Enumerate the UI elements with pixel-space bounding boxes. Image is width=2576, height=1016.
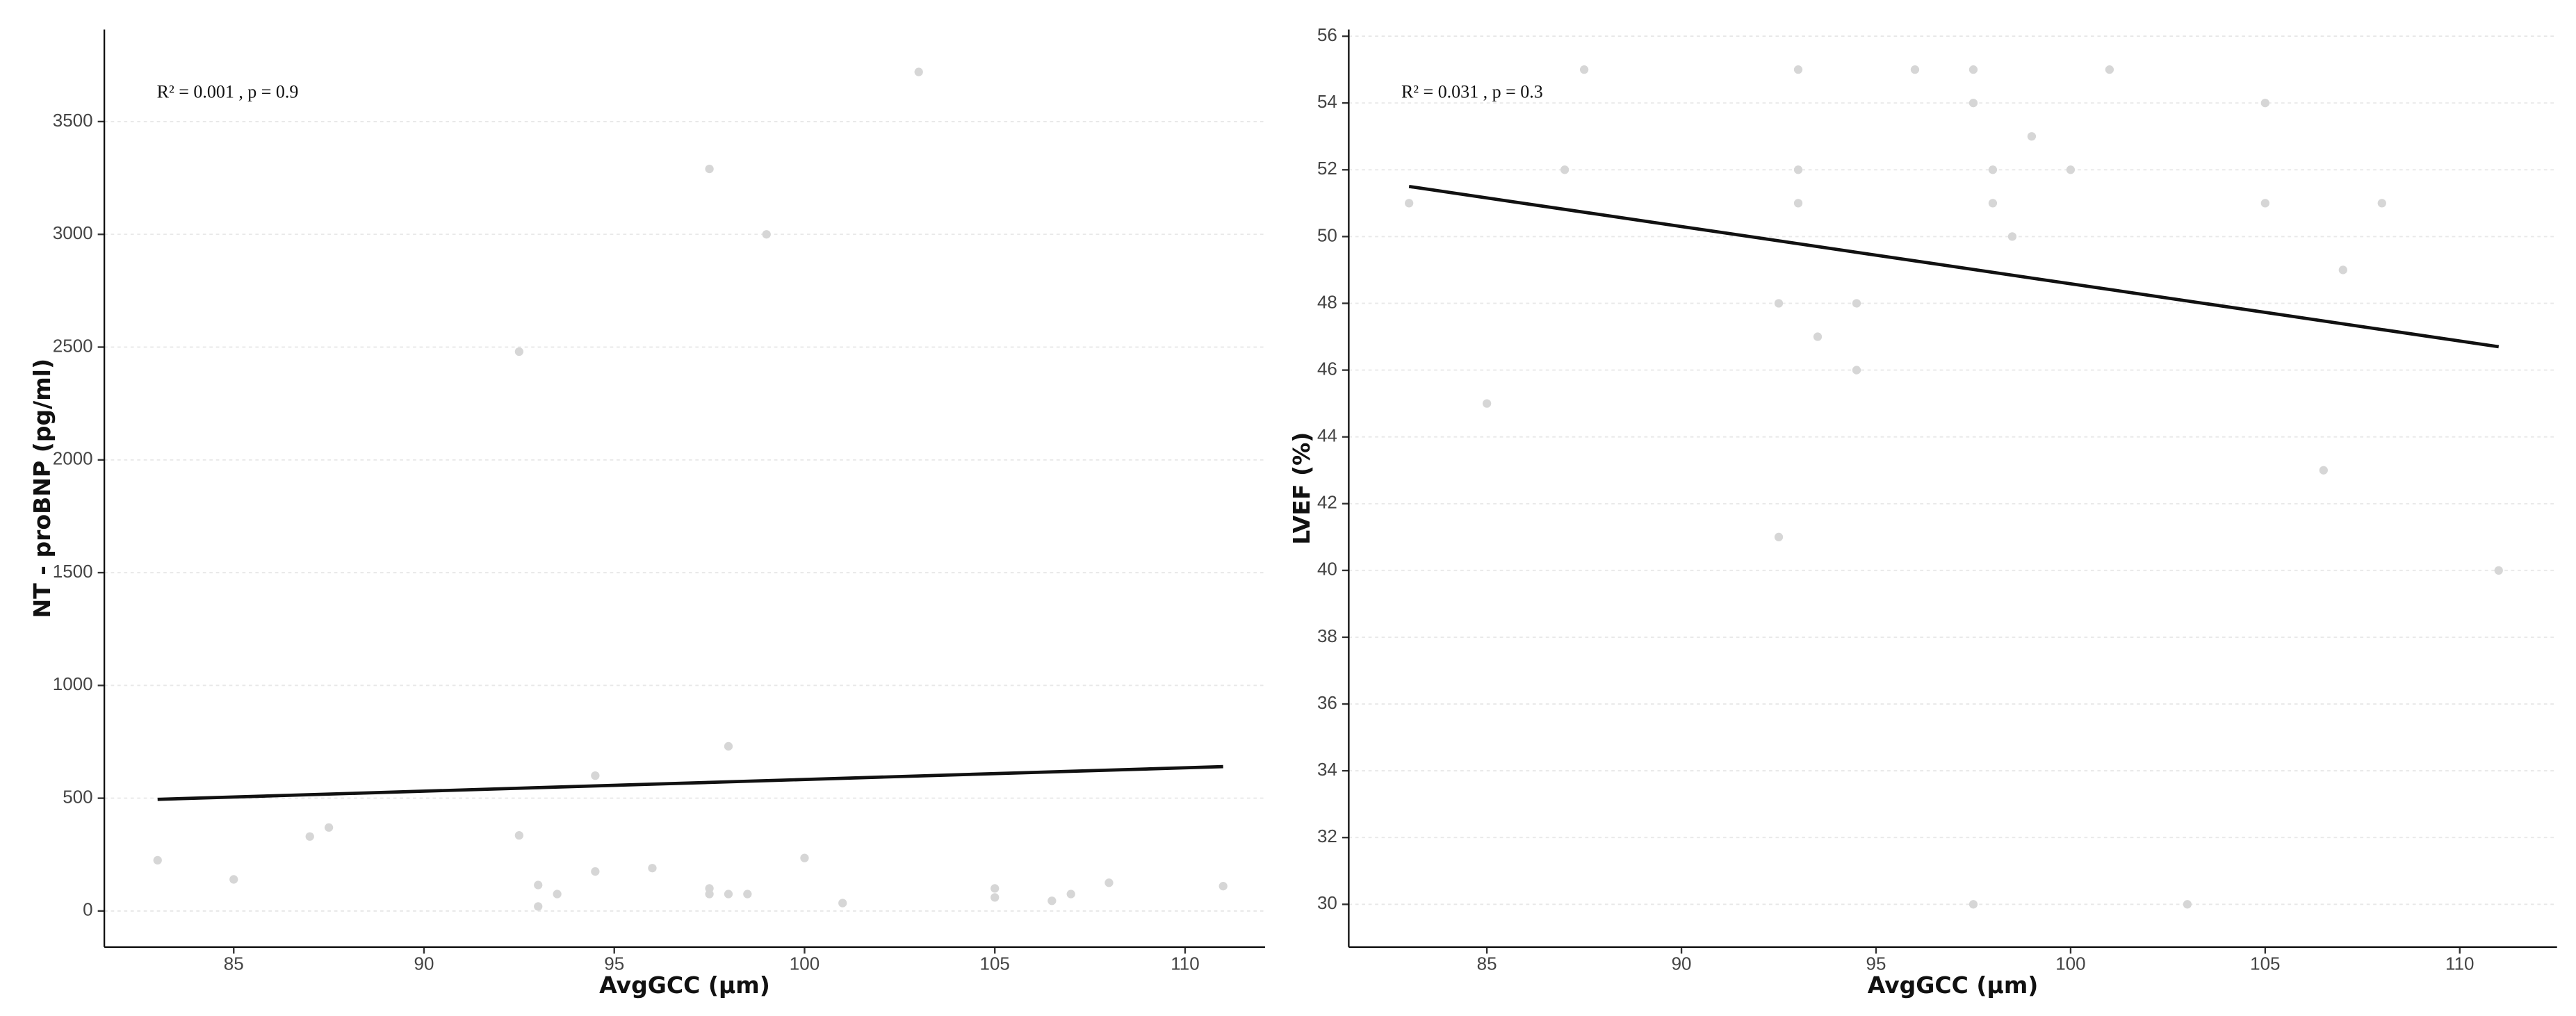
point	[1852, 299, 1861, 308]
y-axis-title: LVEF (%)	[1288, 432, 1315, 545]
point	[305, 832, 314, 841]
point	[534, 902, 543, 911]
y-tick-label: 52	[1317, 158, 1337, 179]
point	[1988, 199, 1998, 208]
point	[1910, 65, 1920, 74]
point	[2027, 132, 2037, 141]
point	[553, 890, 562, 899]
y-tick-label: 3500	[53, 110, 93, 131]
fit-line	[1408, 184, 2500, 349]
x-tick-label: 85	[224, 953, 244, 974]
point	[2494, 566, 2503, 575]
point	[1774, 299, 1784, 308]
point	[743, 890, 752, 899]
x-tick-label: 110	[1171, 953, 1199, 974]
point	[1579, 65, 1589, 74]
point	[2007, 232, 2017, 241]
x-tick-label: 110	[2445, 953, 2474, 974]
point	[724, 890, 733, 899]
point	[1774, 532, 1784, 541]
y-tick-label: 48	[1317, 291, 1337, 312]
point	[1104, 878, 1114, 887]
point	[1482, 399, 1492, 408]
point	[838, 899, 847, 908]
x-tick-label: 95	[1866, 953, 1886, 974]
x-axis-title: AvgGCC (μm)	[599, 972, 770, 999]
point	[2066, 165, 2076, 174]
point	[1560, 165, 1570, 174]
point	[324, 823, 334, 832]
point	[514, 347, 523, 357]
point	[591, 867, 600, 876]
x-tick-label: 100	[2055, 953, 2085, 974]
fit-line	[157, 764, 1223, 801]
y-tick-label: 44	[1317, 425, 1337, 446]
y-tick-label: 38	[1317, 625, 1337, 646]
point	[1793, 165, 1803, 174]
y-tick-label: 40	[1317, 559, 1337, 580]
point	[229, 875, 238, 884]
x-tick-label: 95	[604, 953, 624, 974]
x-tick-label: 85	[1477, 953, 1497, 974]
y-tick-label: 56	[1317, 24, 1337, 45]
point	[153, 855, 162, 865]
x-axis-title: AvgGCC (μm)	[1868, 972, 2039, 999]
point	[705, 164, 714, 174]
x-tick-label: 100	[790, 953, 820, 974]
point	[591, 771, 600, 780]
y-tick-label: 3000	[53, 222, 93, 243]
y-tick-label: 42	[1317, 492, 1337, 513]
x-tick-label: 105	[2250, 953, 2280, 974]
y-tick-label: 30	[1317, 892, 1337, 913]
point	[705, 890, 714, 899]
y-tick-label: 500	[63, 786, 92, 807]
y-axis-title: NT - proBNP (pg/ml)	[28, 359, 56, 618]
y-tick-label: 2000	[53, 448, 93, 469]
y-tick-label: 1500	[53, 561, 93, 582]
x-tick-label: 90	[414, 953, 434, 974]
point	[1988, 165, 1998, 174]
x-tick-label: 90	[1672, 953, 1692, 974]
point	[514, 831, 523, 840]
point	[1405, 199, 1414, 208]
point	[800, 853, 809, 862]
x-tick-label: 105	[980, 953, 1010, 974]
point	[1813, 332, 1823, 341]
y-tick-label: 1000	[53, 673, 93, 694]
y-tick-label: 50	[1317, 224, 1337, 245]
point	[2319, 466, 2328, 475]
y-tick-label: 0	[83, 899, 92, 920]
point	[1218, 882, 1228, 891]
point	[991, 884, 1000, 893]
y-tick-label: 34	[1317, 759, 1337, 780]
point	[1793, 65, 1803, 74]
annotation: R² = 0.031 , p = 0.3	[1401, 82, 1543, 102]
point	[648, 864, 657, 873]
point	[724, 741, 733, 751]
point	[2338, 265, 2347, 275]
point	[2260, 199, 2269, 208]
point	[914, 67, 923, 76]
point	[2105, 65, 2114, 74]
point	[1793, 199, 1803, 208]
point	[2183, 900, 2192, 909]
point	[1852, 366, 1861, 375]
point	[2377, 199, 2386, 208]
point	[1968, 65, 1978, 74]
point	[1047, 896, 1057, 906]
y-tick-label: 54	[1317, 91, 1337, 112]
annotation: R² = 0.001 , p = 0.9	[157, 82, 299, 102]
y-tick-label: 46	[1317, 358, 1337, 379]
point	[762, 230, 771, 239]
point	[1968, 900, 1978, 909]
point	[1066, 890, 1075, 899]
point	[2260, 99, 2269, 108]
y-tick-label: 2500	[53, 335, 93, 356]
y-tick-label: 36	[1317, 692, 1337, 713]
point	[991, 893, 1000, 902]
y-tick-label: 32	[1317, 826, 1337, 846]
point	[1968, 99, 1978, 108]
point	[534, 880, 543, 890]
